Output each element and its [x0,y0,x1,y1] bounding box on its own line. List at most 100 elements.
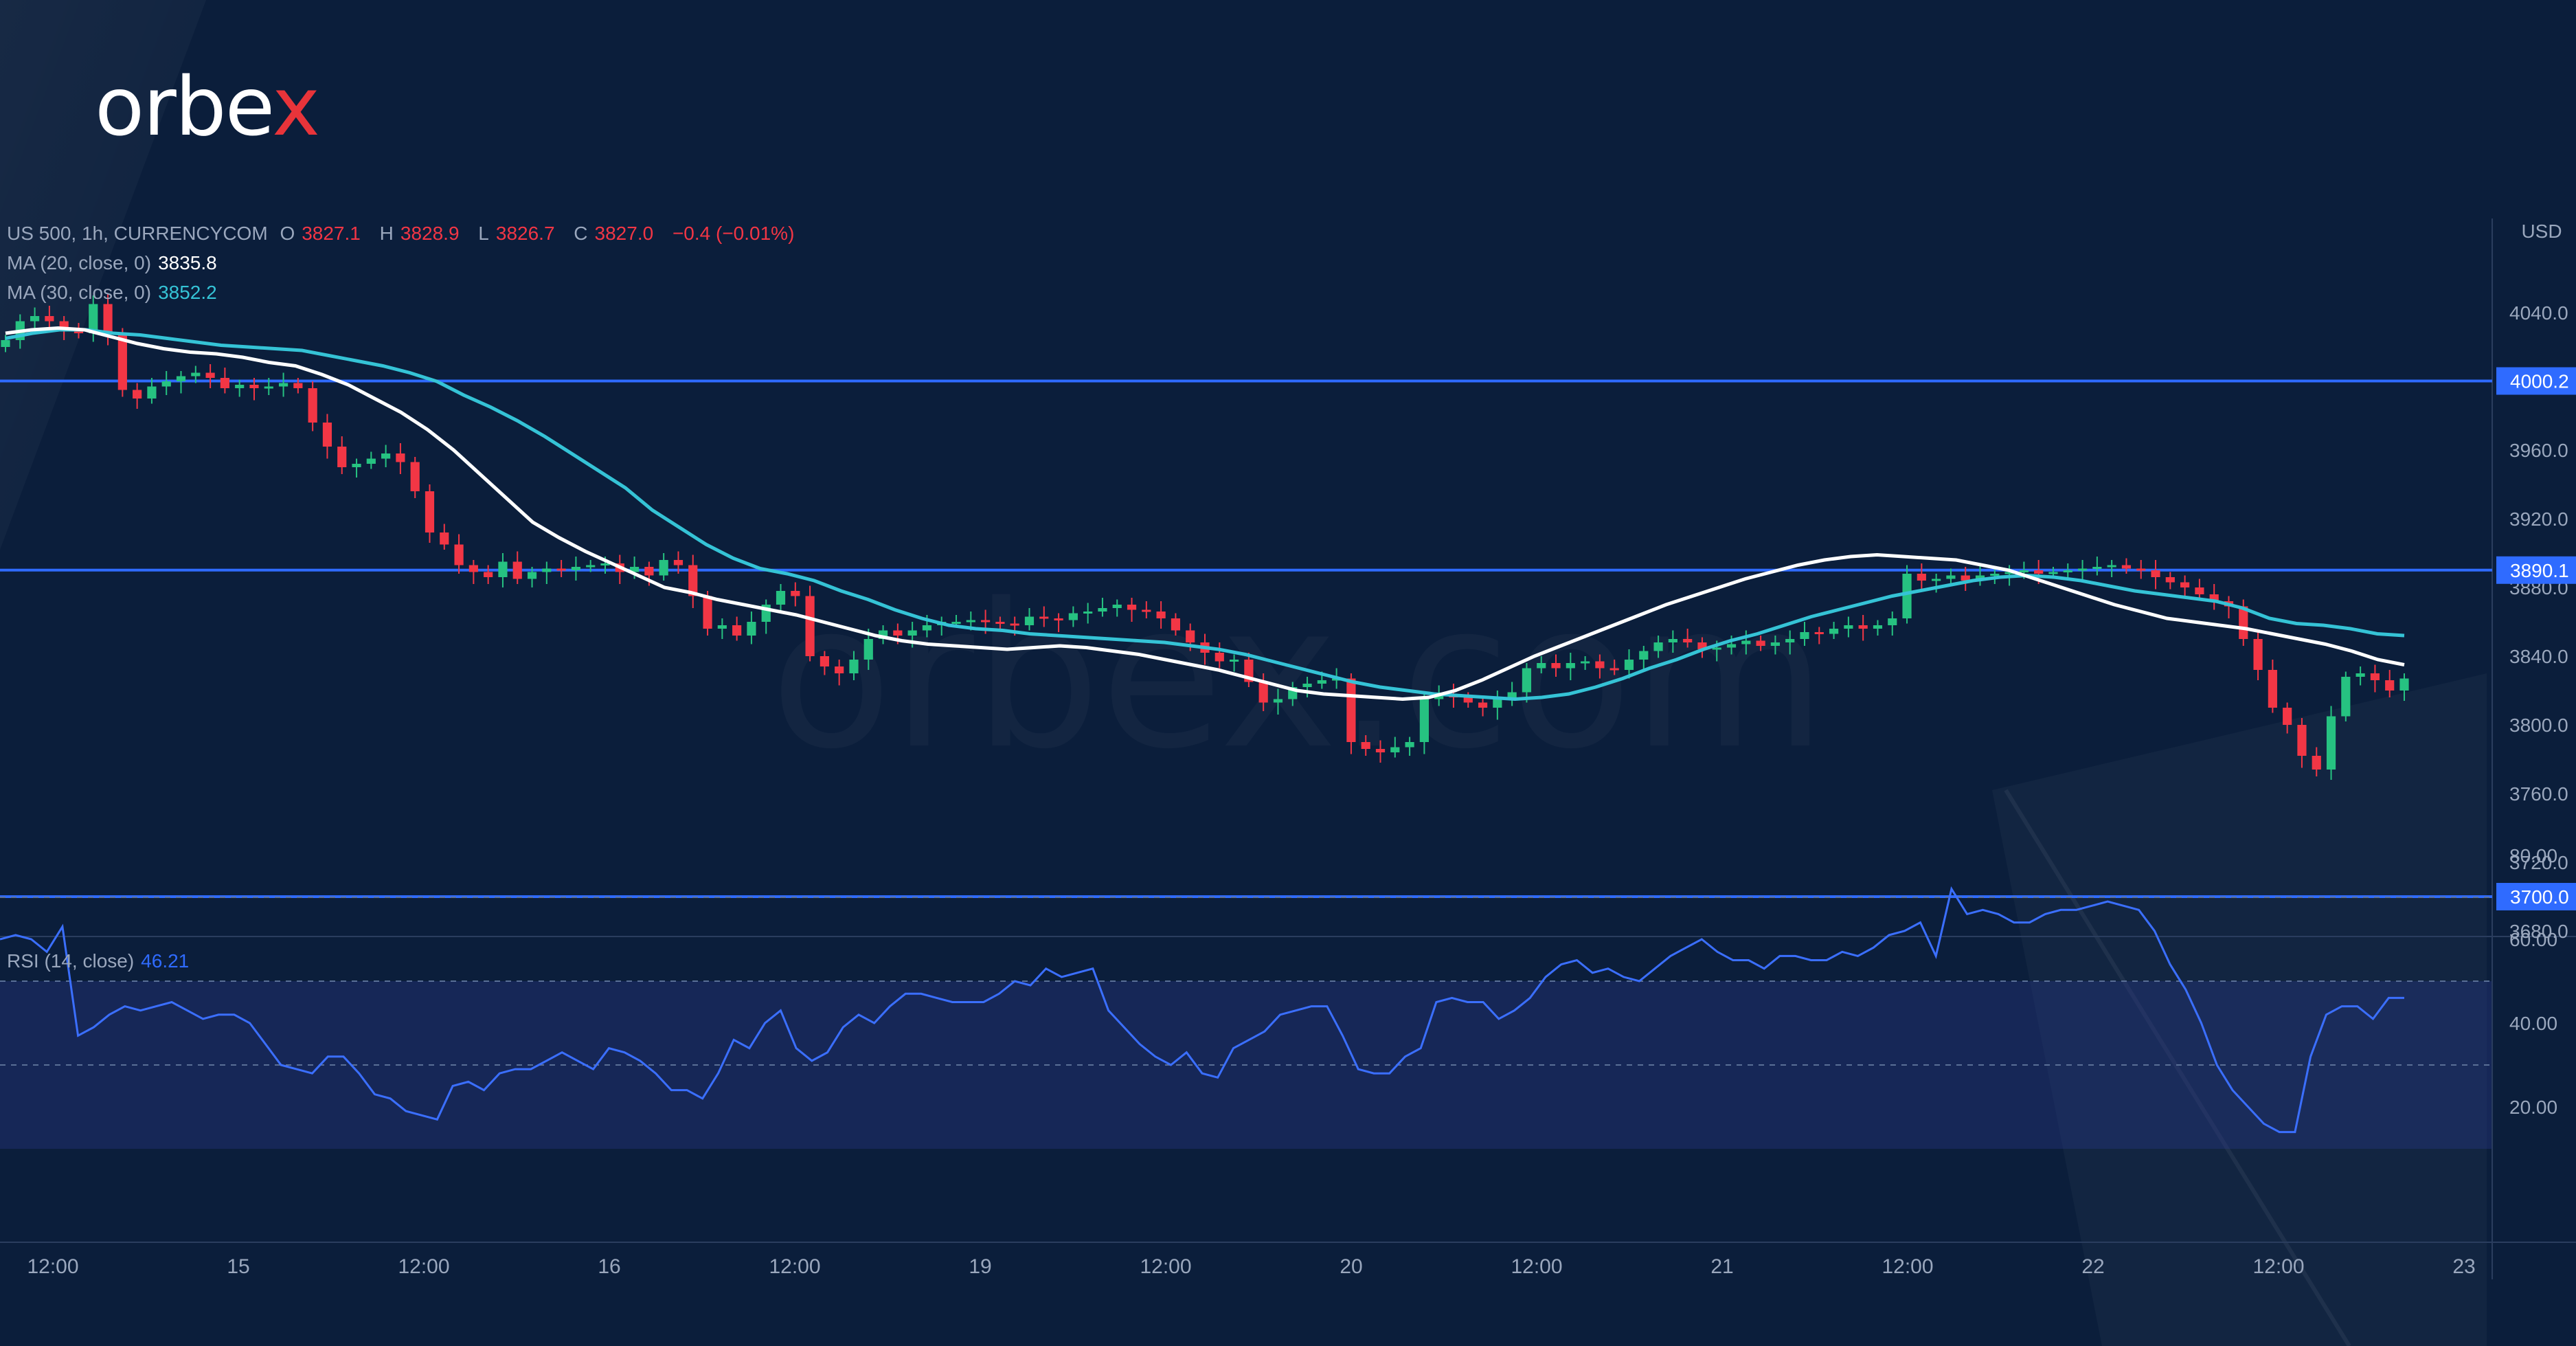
candle-body [454,544,464,565]
candle-body [556,568,566,571]
candle-body [176,376,186,381]
level-price-label: 4000.2 [2510,371,2569,392]
candle-body [2209,594,2219,601]
time-tick-label: 19 [969,1255,991,1278]
candle-body [1814,632,1824,634]
low-value: L 3826.7 [478,223,555,244]
candle-body [191,372,201,377]
candle-body [629,567,640,572]
candle-body [1112,605,1122,608]
time-tick-label: 12:00 [1511,1255,1562,1278]
candle-body [220,378,229,388]
candle-body [644,567,654,576]
candle-body [2268,670,2277,708]
candle-body [381,453,391,459]
candle-body [835,666,844,673]
time-tick-label: 21 [1710,1255,1733,1278]
candle-body [1186,630,1195,642]
candle-body [922,625,932,631]
candle-body [863,639,873,660]
candle-body [893,630,903,636]
ma20-line [5,326,2405,702]
candle-body [161,381,171,387]
candle-body [1932,579,1941,581]
candle-body [352,464,361,467]
candle-body [542,568,552,572]
candle-body [791,591,800,596]
candle-body [1054,618,1063,620]
candle-body [1507,692,1517,699]
candle-body [1405,742,1414,748]
candle-body [1537,663,1546,669]
candle-body [1010,623,1019,626]
candle-body [805,596,815,656]
price-tick-label: 3760.0 [2509,783,2568,805]
price-tick-label: 3680.0 [2509,921,2568,942]
candle-body [322,423,332,447]
candle-body [1171,618,1181,631]
symbol-legend: US 500, 1h, CURRENCYCOM O 3827.1 H 3828.9 … [7,224,801,243]
candle-body [1,340,10,347]
candle-body [1697,642,1707,649]
candle-body [2385,680,2395,691]
candle-body [2121,565,2132,569]
candle-body [849,660,859,673]
ma30-legend[interactable]: MA (30, close, 0) 3852.2 [7,283,224,302]
candle-body [673,560,683,565]
candle-body [2063,570,2072,572]
candle-body [425,491,435,532]
rsi-tick-label: 60.00 [2509,929,2557,950]
candle-body [1361,742,1370,749]
candle-body [820,656,829,666]
candle-body [1098,608,1107,612]
candle-body [2370,673,2380,680]
candle-body [2341,677,2351,717]
level-price-tag [2496,367,2576,395]
high-value: H 3828.9 [379,223,460,244]
candle-body [1346,678,1356,742]
candle-body [1873,625,1883,629]
ma30-label: MA (30, close, 0) [7,282,152,303]
time-tick-label: 23 [2452,1255,2475,1278]
candle-body [235,385,245,388]
level-price-tag [2496,883,2576,910]
candle-body [907,630,917,636]
candle-body [1961,575,1970,581]
ma20-legend[interactable]: MA (20, close, 0) 3835.8 [7,254,224,273]
ma20-label: MA (20, close, 0) [7,252,152,273]
candle-body [512,561,522,579]
symbol-name: US 500, 1h, CURRENCYCOM [7,223,268,244]
candle-body [2077,568,2088,571]
candle-body [2004,572,2014,574]
price-tick-label: 3720.0 [2509,852,2568,873]
logo-accent: x [272,59,320,154]
candle-body [205,372,215,378]
time-tick-label: 16 [598,1255,620,1278]
candle-body [1844,625,1853,629]
rsi-legend[interactable]: RSI (14, close) 46.21 [7,952,196,971]
price-tick-label: 3920.0 [2509,508,2568,530]
candle-body [527,572,537,579]
candle-body [1756,640,1765,646]
candle-body [1829,629,1839,634]
price-tick-label: 3800.0 [2509,715,2568,736]
candle-body [147,386,157,399]
candle-body [1390,747,1400,752]
candle-body [1800,632,1809,639]
candle-body [2034,570,2044,574]
candle-body [571,567,581,570]
candle-body [1785,639,1795,642]
candle-body [659,560,668,576]
time-tick-label: 12:00 [769,1255,820,1278]
candle-body [2195,587,2204,594]
logo-text: orbe [95,59,273,154]
candle-body [1463,697,1473,703]
candle-body [45,316,54,322]
candle-body [2048,572,2058,574]
rsi-label: RSI (14, close) [7,950,135,972]
ma30-value: 3852.2 [158,282,217,303]
candle-body [600,563,610,565]
candle-body [966,620,975,622]
